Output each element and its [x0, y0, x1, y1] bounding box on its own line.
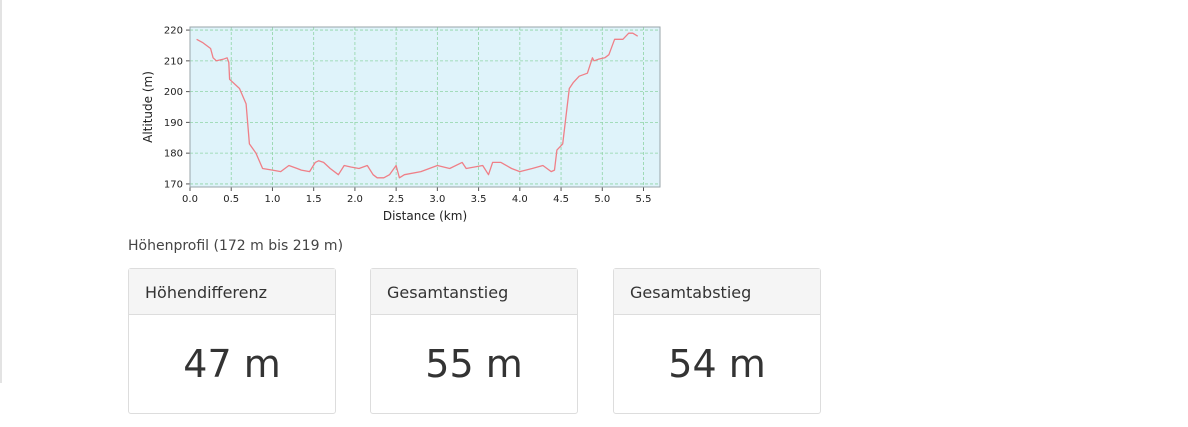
- x-tick-label: 3.0: [429, 194, 445, 205]
- profile-caption: Höhenprofil (172 m bis 219 m): [128, 238, 344, 254]
- y-tick-label: 170: [164, 179, 183, 190]
- x-tick-label: 4.0: [512, 194, 528, 205]
- y-tick-label: 210: [164, 56, 183, 67]
- stat-panel-value: 55 m: [425, 342, 523, 386]
- x-tick-label: 5.5: [636, 194, 652, 205]
- x-tick-label: 0.5: [223, 194, 239, 205]
- altitude-series-line: [196, 32, 639, 179]
- elevation-chart-svg: 0.0 0.5 1.0 1.5 2.0 2.5 3.0 3.5 4.0 4.5 5.0 5.5 170 1…: [141, 26, 661, 223]
- x-tick-label: 0.0: [182, 194, 198, 205]
- x-axis-label: Distance (km): [383, 209, 467, 223]
- stat-panel-title: Gesamtabstieg: [614, 269, 820, 315]
- x-tick-label: 1.5: [306, 194, 322, 205]
- x-tick-label: 5.0: [594, 194, 610, 205]
- y-axis-label: Altitude (m): [141, 71, 155, 143]
- stat-panel-height-difference: Höhendifferenz 47 m: [128, 268, 336, 414]
- x-tick-label: 1.0: [265, 194, 281, 205]
- stat-panel-value: 47 m: [183, 342, 281, 386]
- x-tick-label: 4.5: [553, 194, 569, 205]
- plot-frame: [189, 26, 661, 188]
- x-tick-label: 2.0: [347, 194, 363, 205]
- stat-panel-total-ascent: Gesamtanstieg 55 m: [370, 268, 578, 414]
- x-tick-label: 3.5: [471, 194, 487, 205]
- stat-panel-total-descent: Gesamtabstieg 54 m: [613, 268, 821, 414]
- stat-panel-value: 54 m: [668, 342, 766, 386]
- y-tick-label: 220: [164, 26, 183, 37]
- stat-panel-title: Gesamtanstieg: [371, 269, 577, 315]
- elevation-chart: 0.0 0.5 1.0 1.5 2.0 2.5 3.0 3.5 4.0 4.5 5.0 5.5 170 1…: [130, 10, 670, 232]
- page-left-border: [0, 0, 2, 383]
- stat-panel-title: Höhendifferenz: [129, 269, 335, 315]
- y-tick-label: 190: [164, 118, 183, 129]
- x-tick-label: 2.5: [388, 194, 404, 205]
- plot-area: [190, 27, 660, 187]
- y-tick-label: 180: [164, 149, 183, 160]
- y-tick-label: 200: [164, 87, 183, 98]
